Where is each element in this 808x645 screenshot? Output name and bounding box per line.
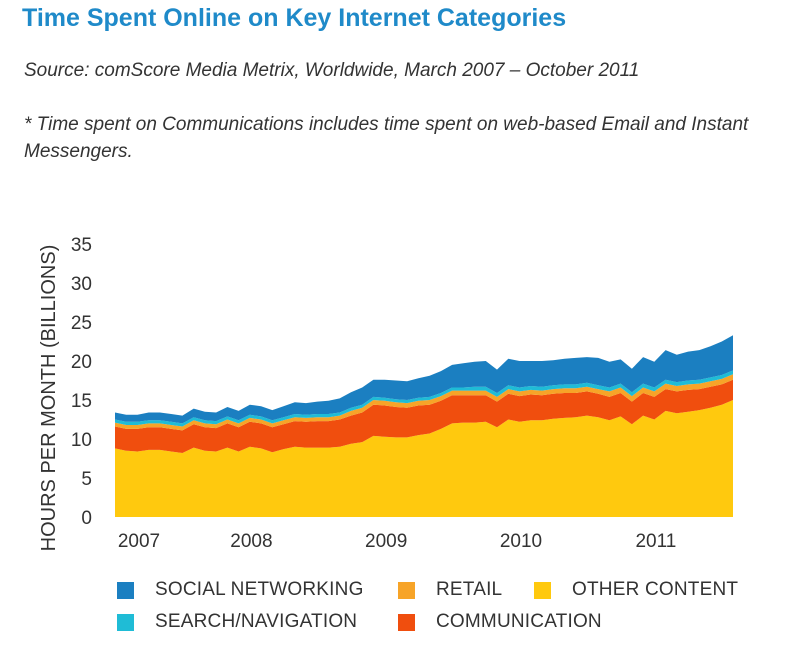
y-tick-label: 25: [71, 313, 92, 334]
x-tick-label: 2009: [365, 531, 407, 552]
area-other-content: [115, 400, 733, 517]
x-tick-label: 2010: [500, 531, 542, 552]
chart-title: Time Spent Online on Key Internet Catego…: [22, 4, 567, 32]
y-tick-label: 0: [81, 508, 92, 529]
y-axis: 0 5 10 15 20 25 30 35: [71, 235, 92, 529]
area-social-networking: [115, 335, 733, 424]
y-tick-label: 5: [81, 469, 92, 490]
y-tick-label: 30: [71, 274, 92, 295]
chart-note: * Time spent on Communications includes …: [24, 114, 749, 162]
x-tick-label: 2008: [230, 531, 272, 552]
y-tick-label: 20: [71, 352, 92, 373]
x-tick-label: 2007: [118, 531, 160, 552]
y-tick-label: 15: [71, 391, 92, 412]
area-retail: [115, 374, 733, 431]
area-search-navigation: [115, 370, 733, 427]
y-tick-label: 35: [71, 235, 92, 256]
x-axis: 2007 2008 2009 2010 2011: [118, 531, 676, 552]
chart-source: Source: comScore Media Metrix, Worldwide…: [24, 60, 640, 81]
x-tick-label: 2011: [635, 531, 676, 552]
area-layers: [115, 335, 733, 517]
y-axis-label: HOURS PER MONTH (BILLIONS): [38, 245, 60, 552]
y-tick-label: 10: [71, 430, 92, 451]
area-communication: [115, 379, 733, 453]
